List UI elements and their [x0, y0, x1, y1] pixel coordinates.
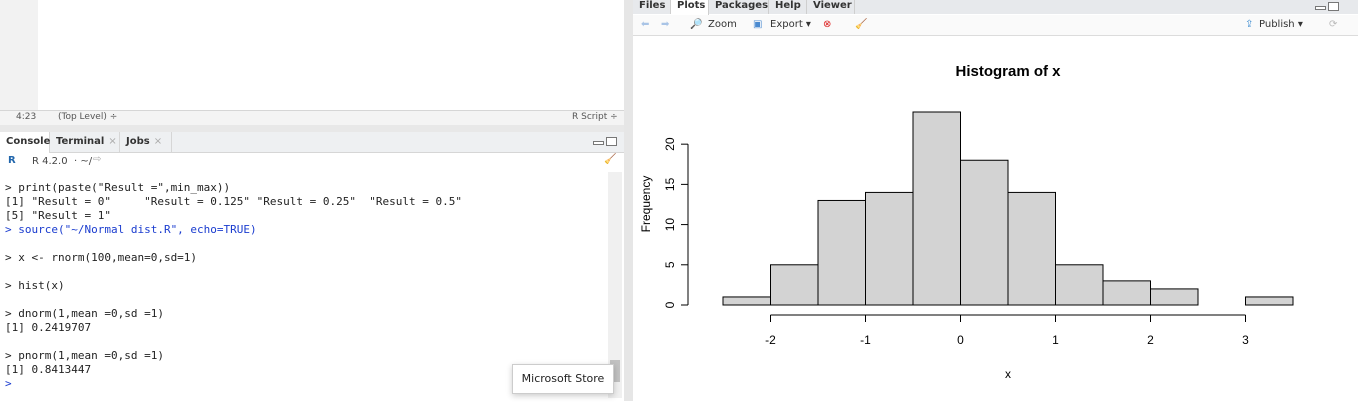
x-tick-label: -2	[765, 333, 776, 347]
zoom-icon: 🔎	[690, 19, 703, 30]
console-line: [1] 0.2419707	[5, 321, 92, 334]
tab-plots[interactable]: Plots	[671, 0, 709, 15]
console-line: [1] "Result = 0" "Result = 0.125" "Resul…	[5, 195, 462, 208]
close-icon[interactable]: ×	[108, 136, 117, 147]
tab-label: Plots	[677, 0, 706, 11]
export-button[interactable]: Export ▾	[770, 19, 811, 30]
y-tick-label: 10	[663, 218, 677, 232]
publish-button[interactable]: Publish ▾	[1259, 19, 1303, 30]
maximize-icon[interactable]	[606, 137, 617, 146]
console-output[interactable]: > print(paste("Result =",min_max)) [1] "…	[0, 172, 608, 398]
console-line: > pnorm(1,mean =0,sd =1)	[5, 349, 164, 362]
console-line: > dnorm(1,mean =0,sd =1)	[5, 307, 164, 320]
histogram-bar	[1055, 264, 1104, 306]
console-line: [1] 0.8413447	[5, 363, 92, 376]
x-tick-label: 0	[957, 333, 964, 347]
filetype-selector[interactable]: R Script ÷	[572, 112, 618, 122]
y-tick-label: 5	[663, 261, 677, 268]
tab-label: Jobs	[126, 136, 150, 147]
maximize-icon[interactable]	[1328, 2, 1339, 11]
console-line: > source("~/Normal dist.R", echo=TRUE)	[5, 223, 257, 236]
console-toolbar: R R 4.2.0 · ~/ ⇨ 🧹	[0, 153, 624, 171]
histogram-chart: Histogram of x x Frequency -2 -1 0 1 2 3 0 5 10 1…	[639, 63, 1294, 381]
tab-terminal[interactable]: Terminal ×	[50, 132, 120, 152]
minimize-icon[interactable]	[1315, 6, 1326, 10]
pane-divider[interactable]	[624, 0, 633, 401]
histogram-bar	[1102, 280, 1151, 306]
console-line: > hist(x)	[5, 279, 65, 292]
working-dir[interactable]: · ~/	[74, 156, 93, 167]
editor-status-bar: 4:23 (Top Level) ÷ R Script ÷	[0, 110, 624, 126]
viewer-tabbar: Files Plots Packages Help Viewer	[633, 0, 1358, 15]
tab-files[interactable]: Files	[633, 0, 671, 14]
histogram-bar	[1245, 296, 1294, 306]
tab-label: Console	[6, 136, 51, 147]
back-arrow-icon[interactable]: ⬅	[641, 19, 650, 30]
console-line: > x <- rnorm(100,mean=0,sd=1)	[5, 251, 198, 264]
clear-console-icon[interactable]: 🧹	[604, 154, 617, 165]
forward-arrow-icon[interactable]: ➡	[661, 19, 670, 30]
histogram-bar	[960, 159, 1009, 306]
scope-selector[interactable]: (Top Level) ÷	[58, 112, 118, 122]
x-tick-label: 2	[1147, 333, 1154, 347]
plot-area: Histogram of x x Frequency -2 -1 0 1 2 3 0 5 10 1…	[633, 36, 1351, 399]
x-axis-label: x	[1005, 367, 1011, 381]
close-icon[interactable]: ×	[153, 136, 163, 147]
x-tick-label: 3	[1242, 333, 1249, 347]
tab-label: Files	[639, 0, 666, 11]
y-tick-label: 0	[663, 301, 677, 308]
tab-viewer[interactable]: Viewer	[807, 0, 855, 14]
tab-packages[interactable]: Packages	[709, 0, 769, 14]
histogram-bar	[722, 296, 771, 306]
tab-help[interactable]: Help	[769, 0, 807, 14]
histogram-bar	[1150, 288, 1199, 306]
histogram-bar	[1007, 191, 1056, 306]
x-tick-label: 1	[1052, 333, 1059, 347]
taskbar-tooltip: Microsoft Store	[512, 364, 614, 394]
histogram-bar	[817, 199, 866, 306]
plot-toolbar: ⬅ ➡ 🔎 Zoom ▣ Export ▾ ⊗ 🧹 ⇪ Publish ▾ ⟳	[633, 15, 1358, 36]
minimize-icon[interactable]	[593, 141, 604, 145]
x-tick-label: -1	[860, 333, 871, 347]
export-icon: ▣	[753, 19, 763, 30]
y-tick-label: 15	[663, 177, 677, 191]
tab-label: Viewer	[813, 0, 852, 11]
tab-console[interactable]: Console	[0, 132, 50, 153]
console-prompt[interactable]: >	[5, 377, 12, 390]
tab-label: Terminal	[56, 136, 105, 147]
console-tabbar: Console Terminal × Jobs ×	[0, 132, 624, 153]
y-tick-label: 20	[663, 137, 677, 151]
y-axis-label: Frequency	[639, 176, 653, 233]
tab-jobs[interactable]: Jobs ×	[120, 132, 172, 152]
console-scrollbar[interactable]	[608, 172, 622, 398]
chart-title: Histogram of x	[955, 63, 1061, 80]
source-editor[interactable]	[38, 0, 624, 110]
histogram-bar	[865, 191, 914, 306]
publish-icon: ⇪	[1245, 19, 1254, 30]
console-line: [5] "Result = 1"	[5, 209, 111, 222]
remove-plot-icon[interactable]: ⊗	[823, 19, 832, 30]
editor-gutter	[0, 0, 38, 110]
go-to-dir-icon[interactable]: ⇨	[93, 154, 102, 165]
tab-label: Packages	[715, 0, 769, 11]
cursor-position: 4:23	[16, 112, 37, 122]
clear-plots-icon[interactable]: 🧹	[855, 19, 868, 30]
histogram-bar	[912, 111, 961, 306]
refresh-icon[interactable]: ⟳	[1329, 19, 1338, 30]
histogram-bar	[770, 264, 819, 306]
tab-label: Help	[775, 0, 801, 11]
r-version: R 4.2.0	[32, 156, 68, 167]
console-line: > print(paste("Result =",min_max))	[5, 181, 231, 194]
zoom-button[interactable]: Zoom	[708, 19, 737, 30]
r-logo-icon: R	[8, 155, 16, 166]
console-scroll-thumb[interactable]	[610, 360, 620, 382]
pane-splitter[interactable]	[0, 125, 624, 132]
